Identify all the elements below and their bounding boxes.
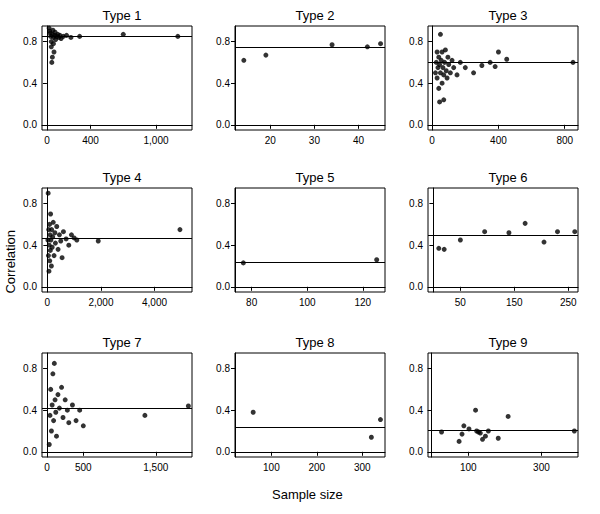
svg-text:300: 300 [533, 462, 550, 473]
svg-text:0: 0 [44, 135, 50, 146]
svg-text:0.4: 0.4 [216, 78, 230, 89]
svg-text:0.8: 0.8 [23, 198, 37, 209]
svg-text:Type 9: Type 9 [488, 335, 527, 350]
svg-text:0.4: 0.4 [409, 78, 423, 89]
svg-text:Type 4: Type 4 [102, 170, 141, 185]
svg-text:0.0: 0.0 [409, 446, 423, 457]
svg-text:4,000: 4,000 [142, 297, 167, 308]
svg-text:80: 80 [246, 297, 258, 308]
svg-text:Type 3: Type 3 [488, 8, 527, 23]
svg-text:0.8: 0.8 [409, 36, 423, 47]
svg-text:0.8: 0.8 [409, 198, 423, 209]
svg-text:0.0: 0.0 [23, 119, 37, 130]
svg-text:0.8: 0.8 [409, 363, 423, 374]
svg-text:Sample size: Sample size [272, 487, 343, 502]
svg-text:0.4: 0.4 [23, 240, 37, 251]
svg-text:0.8: 0.8 [23, 36, 37, 47]
svg-text:0.8: 0.8 [23, 363, 37, 374]
svg-text:100: 100 [299, 297, 316, 308]
svg-text:0.4: 0.4 [216, 240, 230, 251]
svg-text:0.8: 0.8 [216, 363, 230, 374]
svg-text:20: 20 [265, 135, 277, 146]
svg-text:0.8: 0.8 [216, 198, 230, 209]
svg-text:150: 150 [506, 297, 523, 308]
svg-text:0: 0 [429, 135, 435, 146]
svg-text:Type 7: Type 7 [102, 335, 141, 350]
svg-text:0.4: 0.4 [23, 78, 37, 89]
svg-text:0.0: 0.0 [409, 119, 423, 130]
svg-text:40: 40 [353, 135, 365, 146]
svg-text:300: 300 [354, 462, 371, 473]
svg-text:400: 400 [490, 135, 507, 146]
svg-text:Type 2: Type 2 [295, 8, 334, 23]
svg-text:0.4: 0.4 [216, 405, 230, 416]
svg-text:50: 50 [455, 297, 467, 308]
svg-text:1,500: 1,500 [143, 462, 168, 473]
svg-text:250: 250 [560, 297, 577, 308]
svg-text:0.0: 0.0 [23, 281, 37, 292]
svg-text:200: 200 [308, 462, 325, 473]
svg-text:0.0: 0.0 [409, 281, 423, 292]
svg-text:Type 8: Type 8 [295, 335, 334, 350]
svg-text:2,000: 2,000 [88, 297, 113, 308]
svg-text:Type 1: Type 1 [102, 8, 141, 23]
svg-text:100: 100 [263, 462, 280, 473]
svg-text:0.4: 0.4 [409, 240, 423, 251]
svg-text:0.0: 0.0 [23, 446, 37, 457]
svg-text:500: 500 [75, 462, 92, 473]
svg-text:0: 0 [44, 462, 50, 473]
svg-text:0.0: 0.0 [216, 119, 230, 130]
svg-text:0: 0 [45, 297, 51, 308]
svg-text:Type 6: Type 6 [488, 170, 527, 185]
svg-text:Correlation: Correlation [3, 230, 18, 294]
svg-text:1,000: 1,000 [143, 135, 168, 146]
svg-text:Type 5: Type 5 [295, 170, 334, 185]
svg-text:0.4: 0.4 [409, 405, 423, 416]
svg-text:0.8: 0.8 [216, 36, 230, 47]
svg-text:0.0: 0.0 [216, 281, 230, 292]
svg-text:100: 100 [460, 462, 477, 473]
svg-text:0.4: 0.4 [23, 405, 37, 416]
svg-text:0.0: 0.0 [216, 446, 230, 457]
svg-text:400: 400 [82, 135, 99, 146]
svg-text:30: 30 [309, 135, 321, 146]
svg-text:120: 120 [354, 297, 371, 308]
svg-text:800: 800 [556, 135, 573, 146]
